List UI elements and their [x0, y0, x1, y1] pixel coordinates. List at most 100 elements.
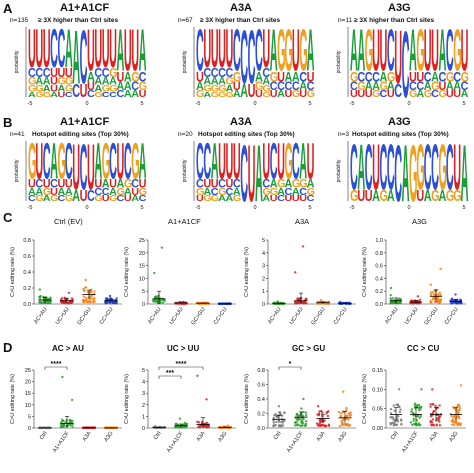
logo-letter: G [365, 19, 373, 84]
data-point [302, 397, 305, 401]
logo-letter: A [240, 81, 248, 102]
y-tick-label: 0.0 [23, 302, 31, 308]
logo-letter: U [255, 89, 263, 99]
logo-letter: U [117, 133, 125, 190]
logo-letter: A [218, 76, 226, 88]
logo-letter: G [439, 131, 447, 204]
data-point [338, 424, 342, 428]
data-point [450, 423, 454, 426]
logo-letter: C [270, 133, 278, 190]
logo-letter: C [226, 65, 234, 80]
data-point [299, 424, 302, 428]
logo-letter: U [446, 89, 454, 99]
data-point [155, 300, 159, 303]
logo-letter: G [43, 90, 51, 99]
logo-letter: U [80, 187, 88, 204]
logo-letter: A [28, 187, 36, 197]
logo-letter: C [307, 194, 315, 203]
category-label: Ctrl [153, 431, 163, 441]
logo-letter: U [285, 89, 293, 99]
dot-plot: 0.00 0.05 0.10 0.15 C>U editing rate (%) Ctrl… [362, 368, 466, 454]
logo-letter: A [285, 178, 293, 191]
logo-letter: A [94, 133, 102, 190]
data-point [337, 410, 341, 414]
logo-letter: U [380, 19, 388, 84]
logo-letter: C [226, 187, 234, 197]
logo-letter: C [424, 69, 432, 85]
logo-letter: G [35, 194, 43, 203]
logo-n: n=3 [338, 131, 349, 138]
logo-letter: U [372, 131, 380, 204]
data-point [64, 421, 67, 424]
sequence-logos: probability-5 0 5UCGGAUCAGGUCAAGCUUUACUGAU… [14, 13, 469, 220]
data-point [449, 412, 452, 416]
logo-letter: U [262, 20, 270, 80]
data-point [454, 293, 457, 296]
logo-letter: A [43, 76, 51, 88]
logo-subtitle: Hotspot editing sites (Top 30%) [198, 131, 295, 138]
data-point [344, 423, 348, 426]
y-tick-label: 1 [142, 414, 145, 420]
data-point [456, 424, 459, 427]
data-point [438, 404, 441, 407]
data-point [429, 403, 432, 406]
category-label: UC>UU [289, 307, 305, 326]
logo-subtitle: ≥ 3X higher than Ctrl sites [354, 17, 435, 24]
logo-n: n=135 [10, 17, 29, 24]
data-point [420, 388, 423, 391]
data-point [340, 412, 343, 415]
logo-letter: U [50, 76, 58, 88]
logo-letter: A [117, 81, 125, 93]
logo-letter: A [124, 187, 132, 197]
logo-letter: C [43, 133, 51, 190]
logo-letter: G [94, 90, 102, 99]
data-point [152, 271, 156, 275]
dot-plot: 0 5 10 15 20 25 C>U editing rate (%) Ctrl A1+A1C… [10, 361, 122, 454]
logo-letter: G [262, 84, 271, 94]
data-point [391, 297, 394, 300]
data-point [455, 407, 458, 410]
logo-letter: A [196, 81, 204, 93]
data-point [86, 290, 90, 294]
logo-xtick: 5 [140, 101, 143, 107]
data-point [89, 295, 92, 298]
data-point [341, 424, 344, 427]
logo-letter: C [94, 187, 102, 197]
data-point [70, 419, 74, 423]
data-point [109, 302, 112, 305]
data-point [429, 283, 433, 286]
logo-letter: C [299, 187, 307, 197]
logo-title: A3A [230, 2, 252, 14]
data-point [316, 424, 320, 427]
logo-letter: U [109, 20, 117, 80]
logo-b-0: probability-5 0 5GUACUCAGCUGAACUGGUACCUAGU… [14, 131, 147, 211]
logo-letter: C [87, 187, 95, 204]
data-point [301, 414, 305, 418]
logo-letter: U [218, 133, 226, 190]
y-tick-label: 0.6 [257, 383, 265, 389]
logo-letter: U [372, 19, 380, 84]
data-point [416, 423, 420, 426]
logo-letter: G [131, 133, 139, 190]
logo-letter: A [439, 187, 447, 204]
logo-letter: U [277, 69, 285, 85]
data-point [453, 414, 456, 418]
data-point [340, 420, 344, 423]
y-tick-label: 2 [142, 403, 145, 409]
y-tick-label: 5 [28, 414, 31, 420]
y-tick-label: 0.05 [372, 407, 383, 413]
data-point [345, 406, 348, 410]
logo-letter: A [270, 19, 278, 84]
logo-ylabel: probability [182, 50, 188, 73]
data-point [63, 297, 67, 300]
logo-ylabel: probability [336, 50, 342, 73]
logo-letter: U [453, 131, 461, 204]
logo-letter: C [211, 65, 219, 80]
data-point [205, 398, 208, 401]
logo-letter: U [58, 178, 66, 191]
data-point [301, 424, 304, 427]
y-tick-label: 0.4 [375, 276, 383, 282]
logo-letter: U [196, 69, 204, 85]
logo-letter: C [387, 19, 395, 84]
panel-a: A1+A1CF n=135 ≥ 3X higher than Ctrl site… [10, 2, 435, 24]
